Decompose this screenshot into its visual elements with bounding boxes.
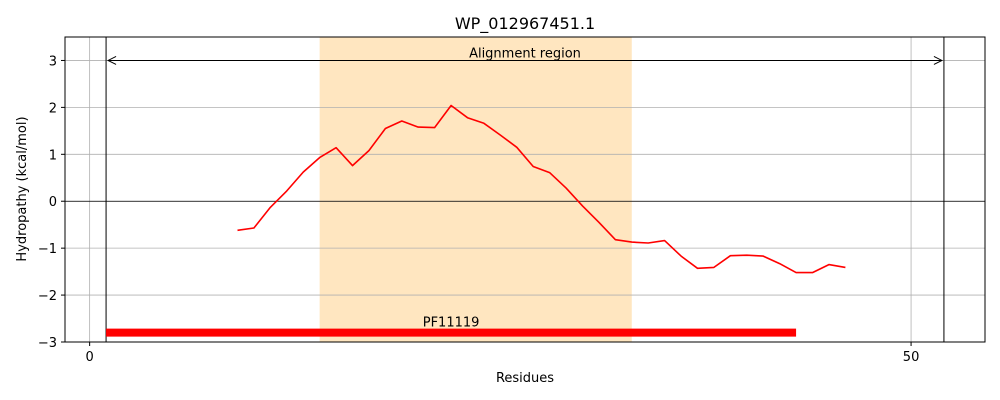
shaded-region bbox=[319, 37, 632, 342]
plot-area: Alignment region PF11119 −3 −2 −1 0 1 2 3 0 50 bbox=[38, 36, 986, 365]
y-tick-label: −2 bbox=[38, 289, 57, 304]
y-tick-label: 1 bbox=[49, 148, 57, 163]
x-tick-label: 50 bbox=[903, 350, 920, 365]
hydropathy-line bbox=[237, 104, 846, 274]
y-tick-label: −1 bbox=[38, 242, 57, 257]
domain-label: PF11119 bbox=[423, 316, 480, 331]
y-tick-label: 3 bbox=[49, 54, 57, 69]
x-axis-label: Residues bbox=[496, 371, 554, 386]
plot-frame bbox=[64, 36, 986, 343]
y-tick-label: 0 bbox=[49, 195, 57, 210]
y-tick-label: −3 bbox=[38, 336, 57, 351]
chart-title: WP_012967451.1 bbox=[455, 14, 595, 34]
y-axis-label: Hydropathy (kcal/mol) bbox=[15, 116, 30, 261]
domain-bar bbox=[106, 328, 797, 337]
arrow-head-right bbox=[933, 56, 944, 65]
arrow-head-left bbox=[106, 56, 117, 65]
alignment-region-label: Alignment region bbox=[469, 46, 581, 61]
y-tick-label: 2 bbox=[49, 101, 57, 116]
x-tick-label: 0 bbox=[86, 350, 94, 365]
